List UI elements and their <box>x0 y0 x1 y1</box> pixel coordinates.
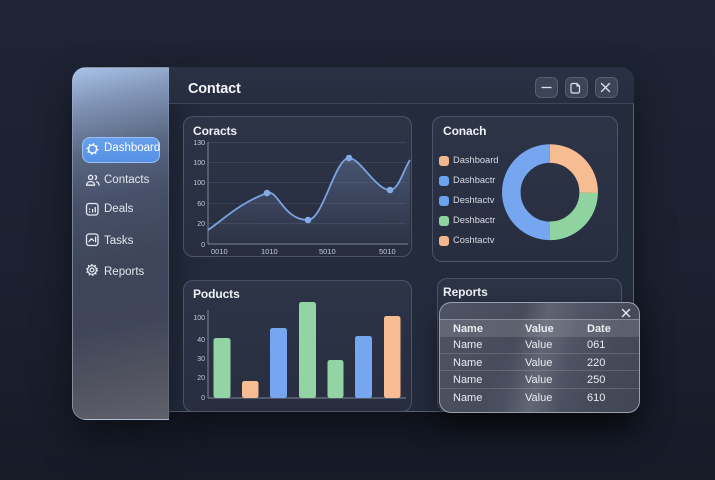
svg-text:0: 0 <box>201 242 205 249</box>
svg-text:40: 40 <box>197 337 205 344</box>
svg-text:100: 100 <box>193 160 205 167</box>
svg-text:1010: 1010 <box>261 247 278 256</box>
svg-text:5010: 5010 <box>379 247 396 256</box>
svg-text:5010: 5010 <box>319 247 336 256</box>
svg-text:0010: 0010 <box>211 247 228 256</box>
svg-text:20: 20 <box>197 221 205 228</box>
svg-text:100: 100 <box>193 315 205 322</box>
svg-text:30: 30 <box>197 356 205 363</box>
svg-text:100: 100 <box>193 180 205 187</box>
svg-text:20: 20 <box>197 375 205 382</box>
svg-text:60: 60 <box>197 201 205 208</box>
svg-text:0: 0 <box>201 395 205 402</box>
svg-text:130: 130 <box>193 140 205 147</box>
